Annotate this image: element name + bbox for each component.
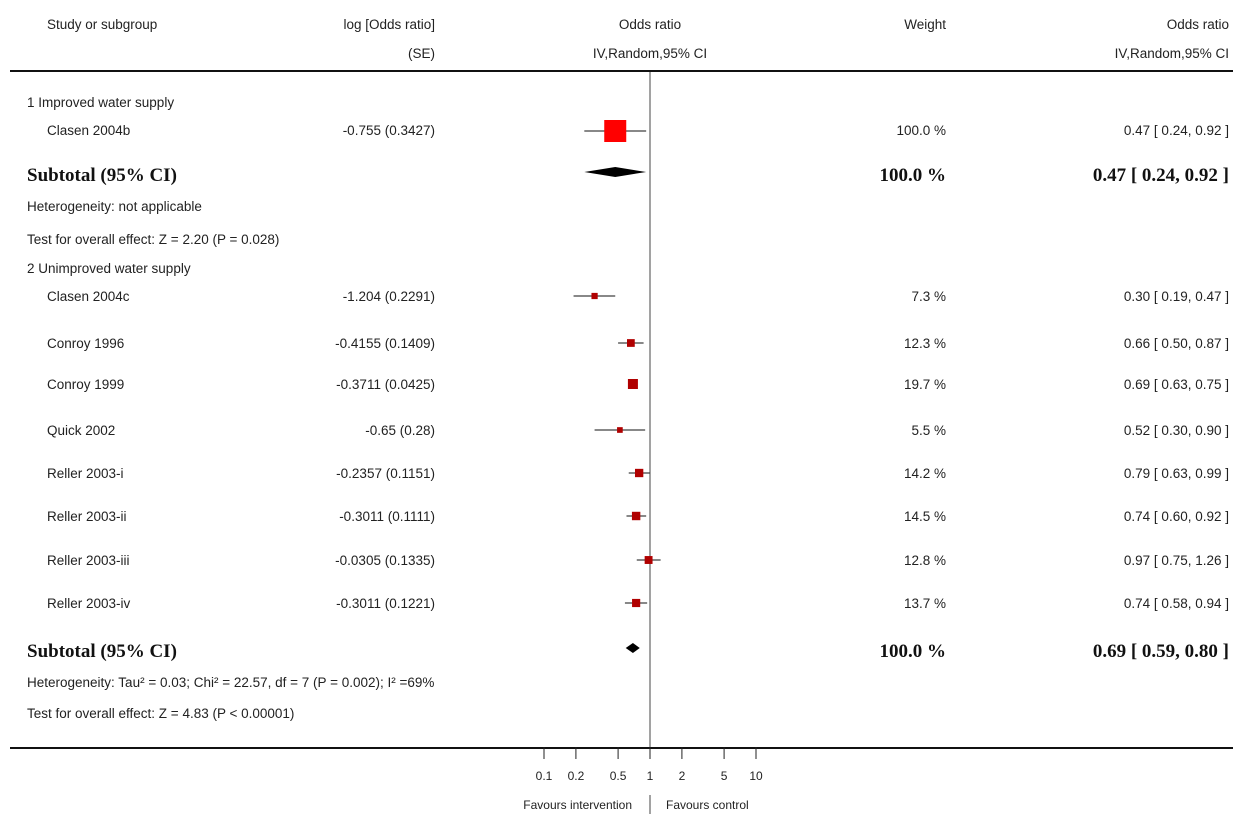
study-ci: 0.69 [ 0.63, 0.75 ] xyxy=(1123,377,1229,392)
heterogeneity-text: Heterogeneity: Tau² = 0.03; Chi² = 22.57… xyxy=(27,675,435,690)
overall-effect-text: Test for overall effect: Z = 2.20 (P = 0… xyxy=(27,232,280,247)
heterogeneity-text: Heterogeneity: not applicable xyxy=(27,199,202,214)
overall-effect-text: Test for overall effect: Z = 4.83 (P < 0… xyxy=(27,706,295,721)
study-weight: 14.5 % xyxy=(903,509,946,524)
study-name: Clasen 2004c xyxy=(47,289,130,304)
subtotal-diamond xyxy=(625,643,640,653)
study-weight: 14.2 % xyxy=(903,466,946,481)
study-name: Reller 2003-iii xyxy=(47,553,130,568)
axis-tick-label: 2 xyxy=(679,769,686,783)
study-weight: 7.3 % xyxy=(911,289,946,304)
study-logor: -0.755 (0.3427) xyxy=(342,123,435,138)
study-ci: 0.97 [ 0.75, 1.26 ] xyxy=(1123,553,1229,568)
study-weight: 13.7 % xyxy=(903,596,946,611)
study-ci: 0.52 [ 0.30, 0.90 ] xyxy=(1123,423,1229,438)
study-name: Reller 2003-ii xyxy=(47,509,127,524)
study-square xyxy=(617,427,623,433)
study-weight: 12.8 % xyxy=(903,553,946,568)
study-weight: 5.5 % xyxy=(911,423,946,438)
header-or-right-method: IV,Random,95% CI xyxy=(1114,46,1229,61)
footer-divider xyxy=(10,747,1233,749)
study-square xyxy=(626,339,635,347)
study-square xyxy=(631,511,641,521)
study-ci: 0.47 [ 0.24, 0.92 ] xyxy=(1123,123,1229,138)
study-square xyxy=(634,468,644,478)
study-name: Reller 2003-iv xyxy=(47,596,131,611)
study-name: Conroy 1996 xyxy=(47,336,125,351)
study-logor: -0.2357 (0.1151) xyxy=(336,466,435,481)
header-study: Study or subgroup xyxy=(47,17,158,32)
subgroup-title: 2 Unimproved water supply xyxy=(27,261,191,276)
study-logor: -1.204 (0.2291) xyxy=(342,289,435,304)
header-or-method: IV,Random,95% CI xyxy=(592,46,708,61)
study-ci: 0.30 [ 0.19, 0.47 ] xyxy=(1123,289,1229,304)
header-logor: log [Odds ratio] xyxy=(343,17,435,32)
header-or: Odds ratio xyxy=(618,17,682,32)
study-ci: 0.74 [ 0.58, 0.94 ] xyxy=(1123,596,1229,611)
study-name: Clasen 2004b xyxy=(47,123,131,138)
study-name: Conroy 1999 xyxy=(47,377,125,392)
study-name: Reller 2003-i xyxy=(47,466,124,481)
subgroup-title: 1 Improved water supply xyxy=(27,95,175,110)
study-ci: 0.74 [ 0.60, 0.92 ] xyxy=(1123,509,1229,524)
study-weight: 100.0 % xyxy=(896,123,946,138)
subtotal-weight: 100.0 % xyxy=(879,641,947,662)
header-divider xyxy=(10,70,1233,72)
study-square xyxy=(604,120,627,142)
study-logor: -0.3711 (0.0425) xyxy=(336,377,435,392)
axis-tick-label: 0.5 xyxy=(610,769,627,783)
axis-tick-label: 10 xyxy=(749,769,763,783)
study-square xyxy=(632,598,641,608)
subtotal-ci: 0.47 [ 0.24, 0.92 ] xyxy=(1092,165,1229,186)
study-logor: -0.3011 (0.1221) xyxy=(336,596,435,611)
study-logor: -0.3011 (0.1111) xyxy=(339,509,435,524)
study-ci: 0.79 [ 0.63, 0.99 ] xyxy=(1123,466,1229,481)
axis-tick-label: 0.1 xyxy=(536,769,553,783)
study-weight: 19.7 % xyxy=(903,377,946,392)
header-se: (SE) xyxy=(408,46,435,61)
study-square xyxy=(627,379,638,389)
study-logor: -0.4155 (0.1409) xyxy=(335,336,435,351)
header-weight: Weight xyxy=(904,17,946,32)
study-ci: 0.66 [ 0.50, 0.87 ] xyxy=(1123,336,1229,351)
axis-tick-label: 5 xyxy=(721,769,728,783)
study-logor: -0.65 (0.28) xyxy=(365,423,435,438)
study-name: Quick 2002 xyxy=(47,423,116,438)
study-square xyxy=(591,292,598,300)
study-logor: -0.0305 (0.1335) xyxy=(335,553,435,568)
subtotal-diamond xyxy=(584,167,647,177)
study-square xyxy=(644,556,653,564)
subtotal-label: Subtotal (95% CI) xyxy=(27,641,177,662)
axis-tick-label: 1 xyxy=(647,769,654,783)
favours-control-label: Favours control xyxy=(666,798,749,812)
favours-intervention-label: Favours intervention xyxy=(523,798,632,812)
header-or-right: Odds ratio xyxy=(1166,17,1229,32)
subtotal-label: Subtotal (95% CI) xyxy=(27,165,177,186)
subtotal-ci: 0.69 [ 0.59, 0.80 ] xyxy=(1092,641,1229,662)
study-weight: 12.3 % xyxy=(903,336,946,351)
axis-tick-label: 0.2 xyxy=(568,769,585,783)
subtotal-weight: 100.0 % xyxy=(879,165,947,186)
